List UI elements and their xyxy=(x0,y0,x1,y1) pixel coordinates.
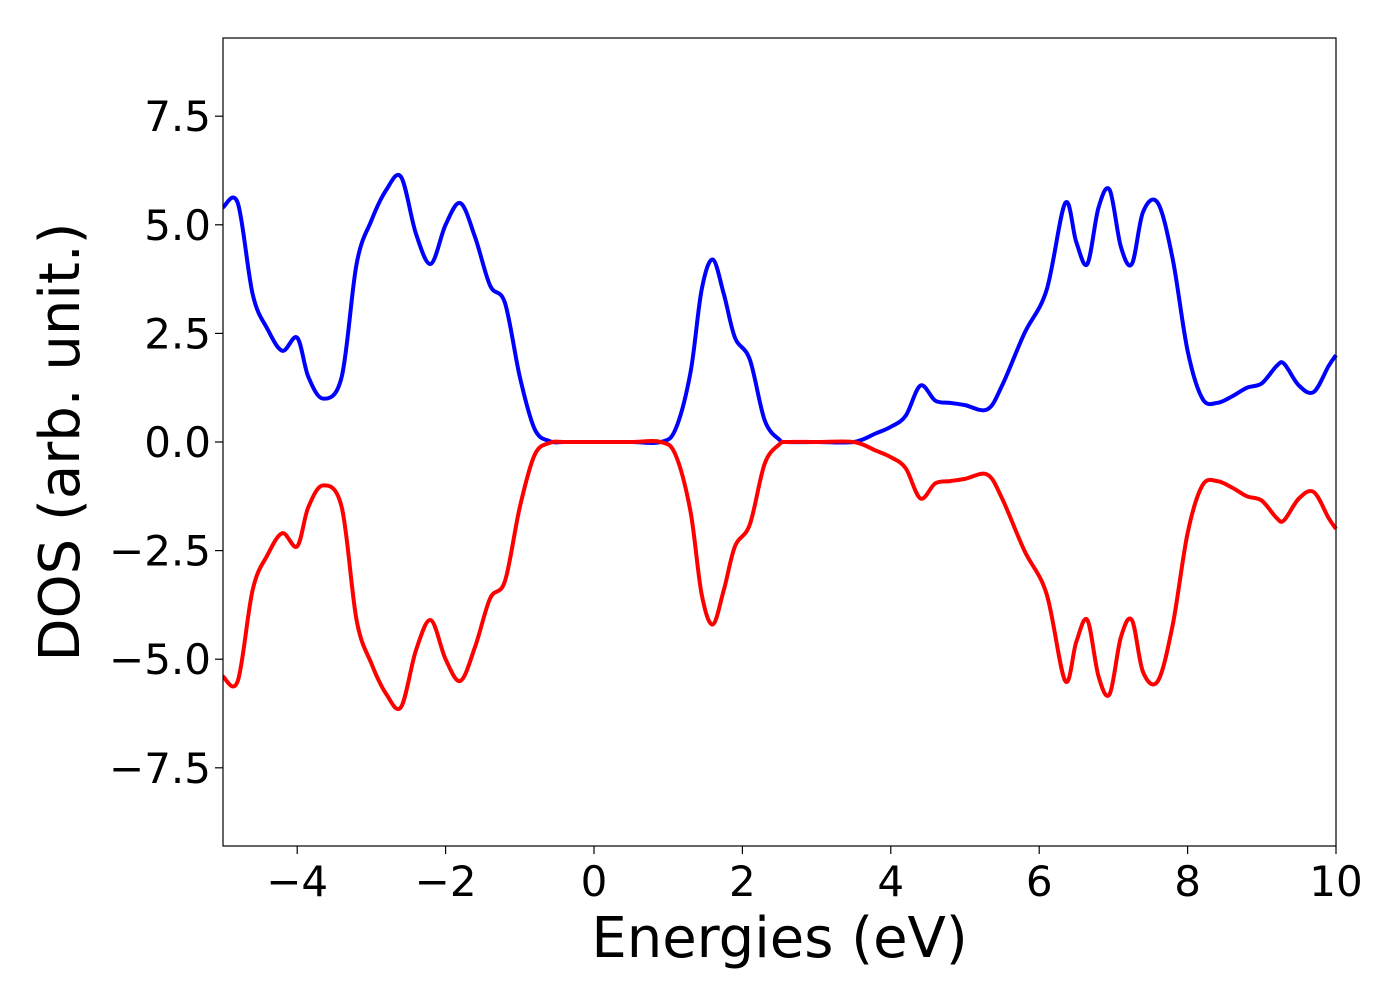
x-tick-label: −2 xyxy=(415,857,477,906)
x-tick-label: 2 xyxy=(729,857,756,906)
y-tick-label: 0.0 xyxy=(144,418,211,467)
x-tick-label: 6 xyxy=(1026,857,1053,906)
y-tick-label: −5.0 xyxy=(109,635,211,684)
x-tick-label: −4 xyxy=(266,857,328,906)
x-axis-label: Energies (eV) xyxy=(591,906,967,971)
dos-series-down-line xyxy=(221,439,1338,712)
series-layer xyxy=(221,172,1338,712)
y-tick-label: −2.5 xyxy=(109,527,211,576)
x-tick-label: 0 xyxy=(581,857,608,906)
x-tick-label: 4 xyxy=(877,857,904,906)
y-tick-label: 7.5 xyxy=(144,92,211,141)
y-tick-label: −7.5 xyxy=(109,744,211,793)
dos-series-up-line xyxy=(221,172,1338,445)
x-tick-label: 8 xyxy=(1174,857,1201,906)
y-tick-label: 2.5 xyxy=(144,309,211,358)
x-tick-label: 10 xyxy=(1309,857,1362,906)
ticks-layer: −4 −2 0 2 4 6 8 10 −7.5 −5.0 −2.5 0.0 2.5 5.0 7.5 xyxy=(109,92,1363,906)
y-axis-label: DOS (arb. unit.) xyxy=(28,222,93,661)
y-tick-label: 5.0 xyxy=(144,201,211,250)
